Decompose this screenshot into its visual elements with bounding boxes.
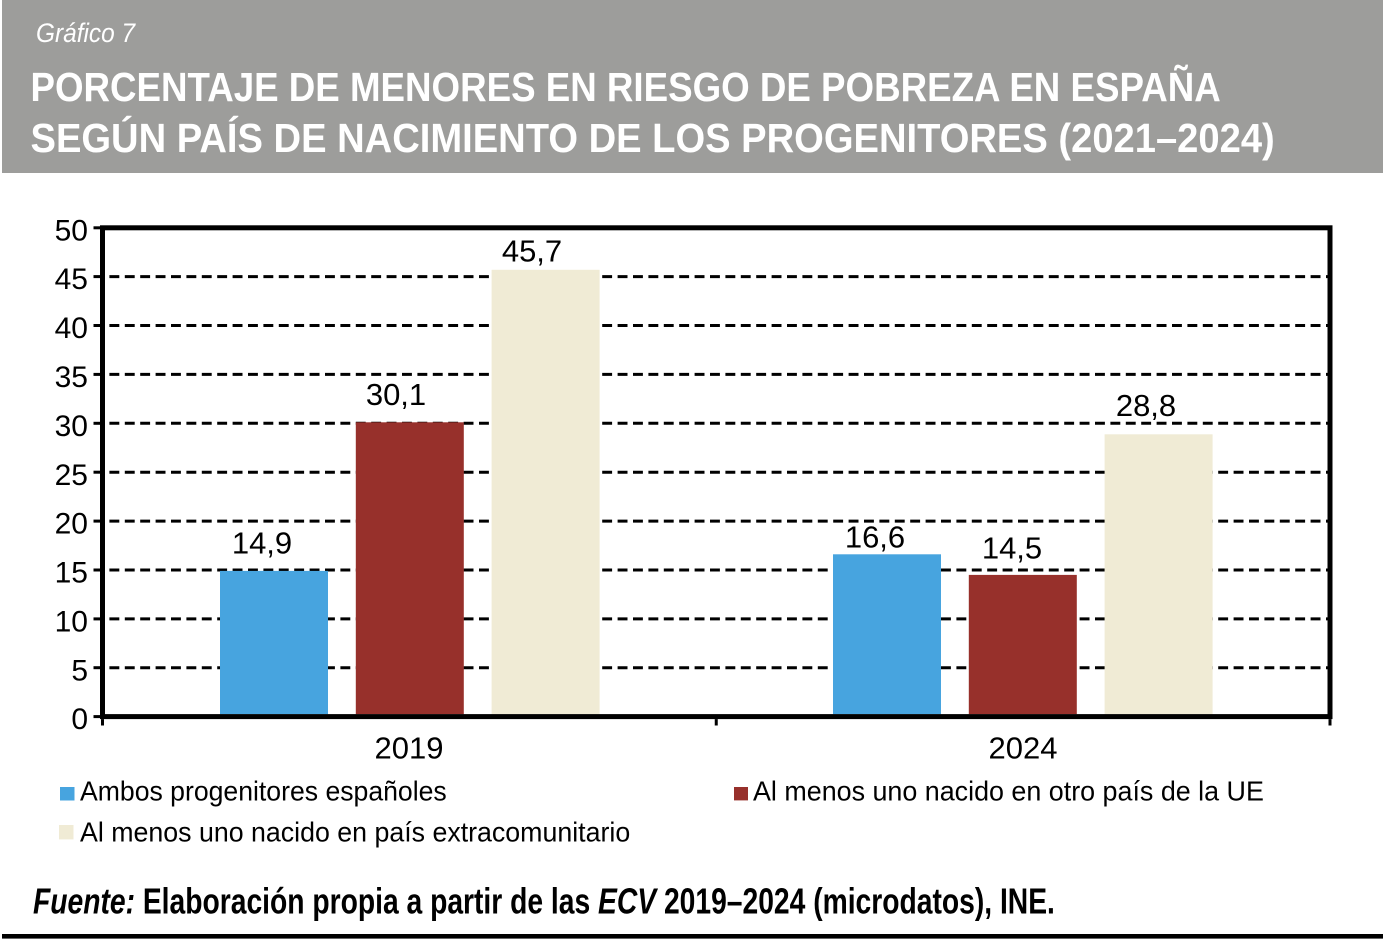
svg-text:30,1: 30,1 <box>366 377 426 412</box>
svg-text:15: 15 <box>55 557 88 590</box>
svg-text:14,5: 14,5 <box>982 531 1042 566</box>
svg-text:35: 35 <box>55 361 88 394</box>
svg-text:25: 25 <box>55 459 88 492</box>
svg-text:45: 45 <box>55 263 88 296</box>
svg-text:Gráfico 7: Gráfico 7 <box>36 19 137 48</box>
svg-text:0: 0 <box>71 703 88 736</box>
svg-text:Al menos uno nacido en país ex: Al menos uno nacido en país extracomunit… <box>80 816 630 848</box>
svg-text:Al menos uno nacido en otro pa: Al menos uno nacido en otro país de la U… <box>753 775 1264 807</box>
svg-text:28,8: 28,8 <box>1116 388 1176 423</box>
svg-text:SEGÚN PAÍS DE NACIMIENTO DE LO: SEGÚN PAÍS DE NACIMIENTO DE LOS PROGENIT… <box>31 116 1275 162</box>
svg-text:40: 40 <box>55 312 88 345</box>
svg-text:2024: 2024 <box>989 731 1058 766</box>
svg-text:5: 5 <box>71 654 88 687</box>
svg-text:Fuente: Elaboración propia a p: Fuente: Elaboración propia a partir de l… <box>33 880 1055 921</box>
svg-text:45,7: 45,7 <box>502 233 562 268</box>
svg-text:Ambos progenitores españoles: Ambos progenitores españoles <box>80 775 447 807</box>
svg-text:30: 30 <box>55 410 88 443</box>
svg-text:2019: 2019 <box>375 731 444 766</box>
svg-text:50: 50 <box>55 214 88 247</box>
svg-text:14,9: 14,9 <box>232 526 292 561</box>
svg-text:20: 20 <box>55 508 88 541</box>
svg-text:16,6: 16,6 <box>845 519 905 554</box>
svg-text:PORCENTAJE DE MENORES EN RIESG: PORCENTAJE DE MENORES EN RIESGO DE POBRE… <box>31 64 1221 110</box>
svg-text:10: 10 <box>55 605 88 638</box>
